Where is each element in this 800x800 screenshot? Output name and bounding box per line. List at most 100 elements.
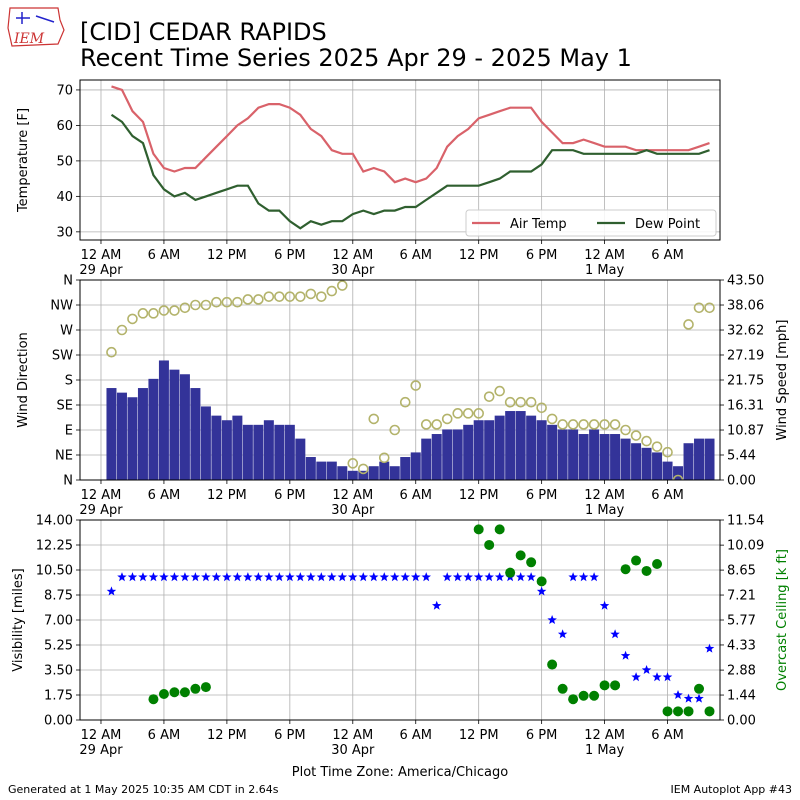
y-tick-label: 1.75 bbox=[44, 689, 73, 704]
x-tick-label: 6 PM bbox=[526, 728, 557, 743]
bar bbox=[505, 411, 516, 480]
star-marker bbox=[169, 572, 180, 582]
circle-marker bbox=[378, 452, 390, 464]
x-tick-label: 12 AM 1 May bbox=[584, 728, 625, 758]
star-marker bbox=[337, 572, 348, 582]
star-marker bbox=[285, 572, 295, 582]
label-line: 12 AM bbox=[81, 248, 122, 263]
circle-marker bbox=[473, 524, 484, 535]
bar bbox=[557, 429, 568, 480]
circle-marker bbox=[253, 294, 264, 305]
circle-marker bbox=[515, 550, 526, 561]
y-tick-label: N bbox=[63, 474, 73, 489]
circle-marker bbox=[662, 706, 673, 717]
label-line: 12 AM bbox=[584, 728, 625, 743]
bar bbox=[368, 466, 379, 480]
circle-marker bbox=[431, 419, 443, 430]
x-tick-label: 12 PM bbox=[207, 248, 247, 263]
star-marker bbox=[243, 572, 253, 582]
bar bbox=[211, 415, 222, 480]
bar bbox=[610, 434, 621, 480]
label-line: 29 Apr bbox=[79, 743, 123, 758]
circle-marker bbox=[588, 419, 600, 430]
label-line: 12 AM bbox=[332, 728, 373, 743]
circle-marker bbox=[525, 396, 537, 408]
x-tick-label: 6 PM bbox=[274, 248, 305, 263]
circle-marker bbox=[515, 396, 526, 408]
label-line: 1 May bbox=[585, 503, 625, 518]
circle-marker bbox=[473, 408, 484, 419]
star-marker bbox=[421, 572, 431, 582]
circle-marker bbox=[148, 308, 159, 319]
circle-marker bbox=[504, 396, 516, 408]
star-marker bbox=[662, 672, 673, 682]
bar bbox=[652, 452, 663, 480]
bar bbox=[620, 438, 631, 480]
circle-marker bbox=[179, 687, 190, 698]
bar bbox=[694, 438, 705, 480]
bar bbox=[442, 429, 453, 480]
circle-marker bbox=[169, 305, 180, 316]
y2-tick-label: 2.88 bbox=[727, 664, 756, 679]
label-line: 12 AM bbox=[332, 248, 373, 263]
label-line: 12 AM bbox=[81, 488, 122, 503]
y-tick-label: 8.75 bbox=[44, 589, 73, 604]
circle-marker bbox=[578, 690, 589, 701]
label-line: 12 AM bbox=[332, 488, 373, 503]
y-tick-label: 5.25 bbox=[44, 639, 73, 654]
circle-marker bbox=[568, 694, 579, 705]
circle-marker bbox=[494, 524, 505, 535]
star-marker bbox=[526, 572, 536, 582]
x-tick-label: 12 PM bbox=[207, 728, 247, 743]
y-tick-label: SE bbox=[57, 399, 73, 414]
circle-marker bbox=[610, 680, 621, 691]
star-marker bbox=[641, 665, 652, 674]
circle-marker bbox=[137, 308, 149, 319]
bar bbox=[536, 420, 547, 480]
axes-frame bbox=[79, 279, 721, 481]
bar bbox=[463, 424, 474, 480]
star-marker bbox=[463, 572, 473, 582]
subtitle: Recent Time Series 2025 Apr 29 - 2025 Ma… bbox=[80, 44, 632, 72]
y2-tick-label: 4.33 bbox=[727, 638, 756, 653]
circle-marker bbox=[557, 683, 568, 694]
bar bbox=[526, 415, 537, 480]
circle-marker bbox=[652, 559, 663, 570]
star-marker bbox=[704, 643, 715, 653]
bar bbox=[473, 420, 484, 480]
circle-marker bbox=[578, 419, 589, 430]
star-marker bbox=[232, 572, 243, 582]
circle-marker bbox=[536, 576, 547, 587]
circle-marker bbox=[200, 299, 212, 311]
y2-tick-label: 32.62 bbox=[727, 324, 764, 339]
bar bbox=[631, 443, 642, 480]
circle-marker bbox=[694, 683, 705, 694]
circle-marker bbox=[274, 291, 285, 302]
bar bbox=[106, 388, 117, 480]
circle-marker bbox=[557, 419, 568, 430]
footer-left: Generated at 1 May 2025 10:35 AM CDT in … bbox=[8, 783, 279, 796]
x-tick-label: 12 AM 29 Apr bbox=[79, 248, 123, 278]
circle-marker bbox=[295, 291, 306, 302]
bar bbox=[190, 388, 201, 480]
label-line: 1 May bbox=[585, 743, 625, 758]
bar bbox=[431, 434, 442, 480]
x-tick-label: 12 AM 30 Apr bbox=[331, 488, 375, 518]
circle-marker bbox=[200, 682, 211, 693]
x-tick-label: 6 PM bbox=[526, 248, 557, 263]
circle-marker bbox=[389, 424, 401, 436]
star-marker bbox=[253, 572, 264, 582]
bar bbox=[389, 466, 400, 480]
x-axis-label: Plot Time Zone: America/Chicago bbox=[292, 765, 508, 780]
circle-marker bbox=[127, 313, 138, 325]
logo-text: IEM bbox=[13, 31, 45, 47]
title: [CID] CEDAR RAPIDS bbox=[80, 18, 327, 46]
y2-tick-label: 0.00 bbox=[727, 474, 756, 489]
circle-marker bbox=[546, 413, 558, 425]
label-line: 30 Apr bbox=[331, 743, 375, 758]
x-tick-label: 12 PM bbox=[459, 728, 499, 743]
y2-tick-label: 10.87 bbox=[727, 424, 764, 439]
